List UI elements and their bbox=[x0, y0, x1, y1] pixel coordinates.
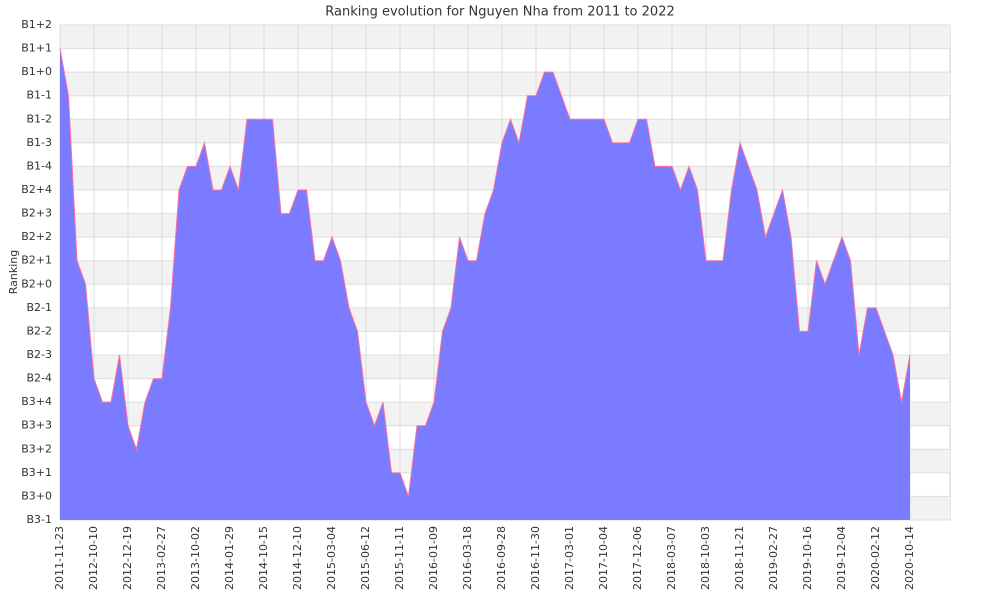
y-tick-label: B1+0 bbox=[21, 65, 52, 78]
y-axis-label: Ranking bbox=[7, 250, 20, 295]
x-tick-label: 2014-10-15 bbox=[257, 526, 270, 590]
y-tick-label: B1-1 bbox=[26, 89, 52, 102]
y-tick-label: B2+0 bbox=[21, 277, 52, 290]
y-tick-label: B2+2 bbox=[21, 230, 52, 243]
x-tick-label: 2016-11-30 bbox=[529, 526, 542, 590]
y-tick-label: B3+1 bbox=[21, 466, 52, 479]
x-tick-label: 2016-09-28 bbox=[495, 526, 508, 590]
y-tick-label: B3+2 bbox=[21, 442, 52, 455]
x-tick-label: 2015-11-11 bbox=[393, 526, 406, 590]
x-tick-label: 2019-02-27 bbox=[767, 526, 780, 590]
x-tick-label: 2017-03-01 bbox=[563, 526, 576, 590]
x-tick-label: 2020-10-14 bbox=[903, 526, 916, 590]
area bbox=[60, 48, 910, 520]
y-tick-label: B1+2 bbox=[21, 18, 52, 31]
x-tick-label: 2014-12-10 bbox=[291, 526, 304, 590]
y-tick-label: B1-3 bbox=[26, 136, 52, 149]
grid-band bbox=[60, 119, 950, 143]
y-tick-label: B1-4 bbox=[26, 159, 52, 172]
x-tick-label: 2016-03-18 bbox=[461, 526, 474, 590]
x-tick-label: 2011-11-23 bbox=[53, 526, 66, 590]
x-tick-label: 2014-01-29 bbox=[223, 526, 236, 590]
grid-band bbox=[60, 72, 950, 96]
x-tick-label: 2016-01-09 bbox=[427, 526, 440, 590]
y-tick-label: B1+1 bbox=[21, 42, 52, 55]
x-tick-label: 2019-10-16 bbox=[801, 526, 814, 590]
x-tick-label: 2019-12-04 bbox=[835, 526, 848, 590]
y-tick-label: B2-2 bbox=[26, 324, 52, 337]
y-tick-label: B3+4 bbox=[21, 395, 52, 408]
y-tick-label: B3-1 bbox=[26, 513, 52, 526]
grid-band bbox=[60, 25, 950, 49]
line bbox=[59, 48, 911, 497]
y-tick-label: B2-1 bbox=[26, 301, 52, 314]
x-tick-label: 2012-12-19 bbox=[121, 526, 134, 590]
x-tick-label: 2012-10-10 bbox=[87, 526, 100, 590]
y-tick-label: B2-4 bbox=[26, 372, 52, 385]
x-tick-label: 2017-10-04 bbox=[597, 526, 610, 590]
y-tick-label: B2+3 bbox=[21, 207, 52, 220]
x-tick-label: 2015-03-04 bbox=[325, 526, 338, 590]
x-tick-label: 2018-11-21 bbox=[733, 526, 746, 590]
x-tick-label: 2018-10-03 bbox=[699, 526, 712, 590]
y-tick-label: B1-2 bbox=[26, 112, 52, 125]
x-tick-label: 2013-02-27 bbox=[155, 526, 168, 590]
y-tick-label: B3+0 bbox=[21, 489, 52, 502]
y-tick-label: B2+1 bbox=[21, 254, 52, 267]
y-tick-label: B2-3 bbox=[26, 348, 52, 361]
x-tick-label: 2018-03-07 bbox=[665, 526, 678, 590]
x-tick-label: 2017-12-06 bbox=[631, 526, 644, 590]
y-tick-label: B2+4 bbox=[21, 183, 52, 196]
y-tick-label: B3+3 bbox=[21, 419, 52, 432]
x-tick-label: 2015-06-12 bbox=[359, 526, 372, 590]
x-tick-label: 2020-02-12 bbox=[869, 526, 882, 590]
x-tick-label: 2013-10-02 bbox=[189, 526, 202, 590]
chart-title: Ranking evolution for Nguyen Nha from 20… bbox=[325, 5, 674, 20]
